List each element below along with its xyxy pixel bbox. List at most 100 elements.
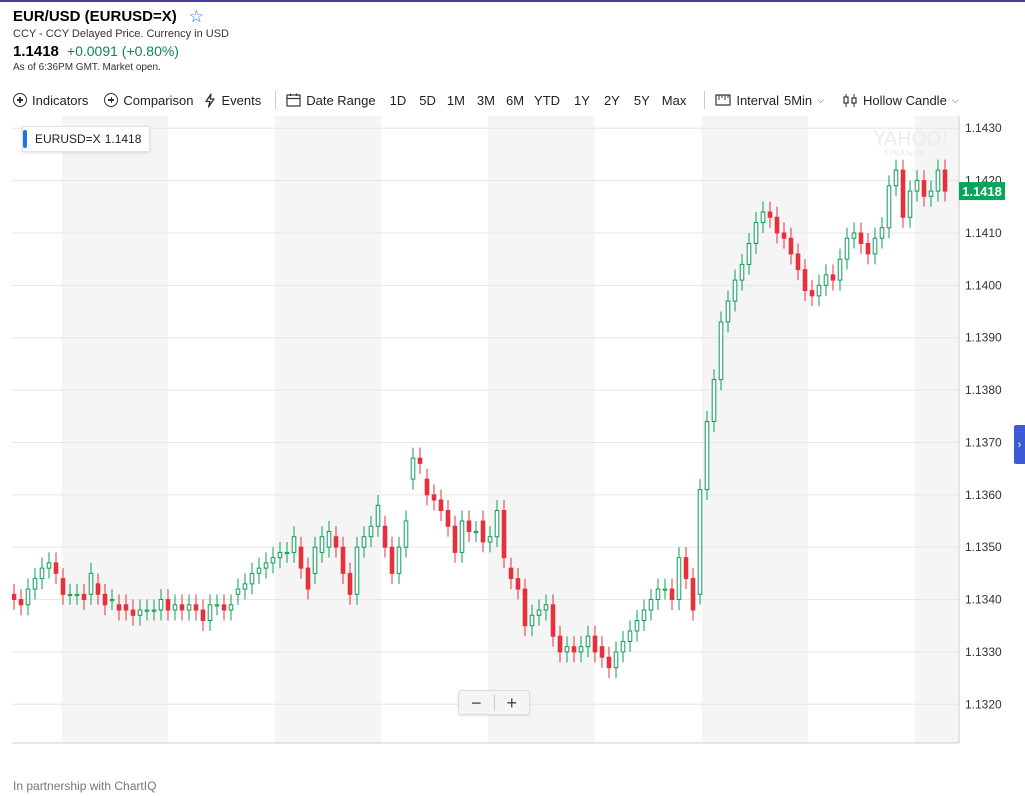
candle-body — [774, 216, 780, 234]
candle-body — [144, 609, 150, 612]
candle-body — [893, 169, 899, 187]
candle-body — [928, 190, 934, 197]
candle-body — [123, 604, 129, 611]
range-2y[interactable]: 2Y — [603, 92, 620, 108]
candle-body — [711, 379, 717, 422]
candle-body — [291, 536, 297, 553]
price-chart[interactable]: 1.1430 1.1420 1.1410 1.1400 1.1390 1.1380 1.13… — [11, 116, 1025, 763]
zoom-in-button[interactable]: + — [506, 692, 517, 713]
candle-body — [578, 646, 584, 653]
plus-circle-icon — [13, 93, 27, 107]
candle-body — [907, 190, 913, 218]
chart-type-dropdown[interactable]: Hollow Candle ⌵ — [842, 93, 959, 108]
candle-body — [571, 646, 577, 653]
candle-body — [494, 510, 500, 538]
candle-body — [935, 169, 941, 192]
candle-body — [557, 635, 563, 653]
sidebar-expand-handle[interactable]: › — [1014, 425, 1025, 464]
candle-body — [116, 604, 122, 611]
candle-body — [914, 180, 920, 192]
range-max[interactable]: Max — [661, 92, 687, 108]
finance-watermark: FINANCE — [884, 149, 927, 158]
candle-body — [284, 551, 290, 555]
date-range-button[interactable]: Date Range — [286, 92, 376, 108]
candle-body — [634, 620, 640, 632]
candle-body — [844, 237, 850, 260]
candle-body — [816, 284, 822, 297]
chart-type-label: Hollow Candle — [862, 92, 947, 108]
date-range-label: Date Range — [306, 92, 376, 108]
candle-body — [802, 269, 808, 292]
candle-body — [102, 593, 108, 606]
candle-body — [242, 583, 248, 590]
series-legend[interactable]: EURUSD=X 1.1418 — [22, 126, 151, 152]
as-of-timestamp: As of 6:36PM GMT. Market open. — [13, 62, 161, 73]
candle-body — [32, 578, 38, 590]
candle-body — [795, 253, 801, 271]
candle-body — [25, 588, 31, 606]
y-tick-label: 1.1410 — [965, 226, 1002, 240]
candle-body — [760, 211, 766, 223]
candle-body — [627, 630, 633, 642]
quote-header: EUR/USD (EURUSD=X) ☆ CCY - CCY Delayed P… — [13, 6, 229, 74]
range-1m[interactable]: 1M — [446, 92, 465, 108]
range-ytd[interactable]: YTD — [534, 92, 561, 108]
candlestick-chart[interactable]: 1.14301.14201.14101.14001.13901.13801.13… — [11, 116, 1025, 763]
quote-subtitle: CCY - CCY Delayed Price. Currency in USD — [13, 28, 229, 40]
candle-body — [725, 300, 731, 323]
comparison-button[interactable]: Comparison — [104, 93, 193, 108]
candle-body — [452, 525, 458, 553]
candle-body — [900, 169, 906, 218]
candle-body — [305, 567, 311, 590]
candle-body — [613, 651, 619, 669]
candle-body — [515, 578, 521, 590]
candle-body — [319, 536, 325, 553]
y-tick-label: 1.1330 — [965, 645, 1002, 659]
range-1d[interactable]: 1D — [389, 92, 407, 108]
range-3m[interactable]: 3M — [476, 92, 495, 108]
candle-body — [46, 562, 52, 569]
candle-body — [480, 520, 486, 543]
candle-body — [753, 222, 759, 244]
interval-dropdown[interactable]: Interval 5Min ⌵ — [715, 93, 824, 108]
candle-body — [221, 604, 227, 611]
candle-body — [165, 599, 171, 611]
candle-body — [669, 588, 675, 601]
toolbar-divider — [704, 91, 706, 109]
candle-body — [438, 499, 444, 512]
candle-body — [382, 525, 388, 548]
candle-body — [361, 536, 367, 548]
events-button[interactable]: Events — [204, 93, 261, 108]
zoom-out-button[interactable]: − — [470, 692, 482, 713]
candle-body — [508, 567, 514, 580]
range-5y[interactable]: 5Y — [633, 92, 650, 108]
yahoo-watermark: YAHOO! — [874, 128, 949, 150]
range-5d[interactable]: 5D — [419, 92, 436, 108]
candle-body — [81, 593, 87, 601]
candle-body — [137, 609, 143, 616]
candle-body — [277, 551, 283, 559]
candle-body — [263, 562, 269, 569]
candle-body — [585, 635, 591, 648]
candle-body — [550, 604, 556, 637]
candle-body — [739, 263, 745, 281]
candle-body — [543, 604, 549, 611]
watchlist-star-icon[interactable]: ☆ — [188, 6, 205, 26]
time-band — [702, 116, 808, 743]
candle-body — [732, 279, 738, 302]
candle-body — [39, 567, 45, 580]
candle-body — [564, 646, 570, 653]
candle-body — [158, 599, 164, 611]
indicators-button[interactable]: Indicators — [13, 93, 88, 108]
candle-body — [403, 520, 409, 548]
candle-body — [704, 421, 710, 491]
zoom-divider — [493, 694, 495, 711]
candle-body — [60, 578, 66, 595]
candle-body — [109, 599, 115, 602]
time-band — [275, 116, 381, 743]
candle-body — [620, 640, 626, 653]
candle-body — [347, 572, 353, 595]
range-1y[interactable]: 1Y — [574, 92, 590, 108]
range-6m[interactable]: 6M — [505, 92, 525, 108]
candle-body — [872, 237, 878, 255]
